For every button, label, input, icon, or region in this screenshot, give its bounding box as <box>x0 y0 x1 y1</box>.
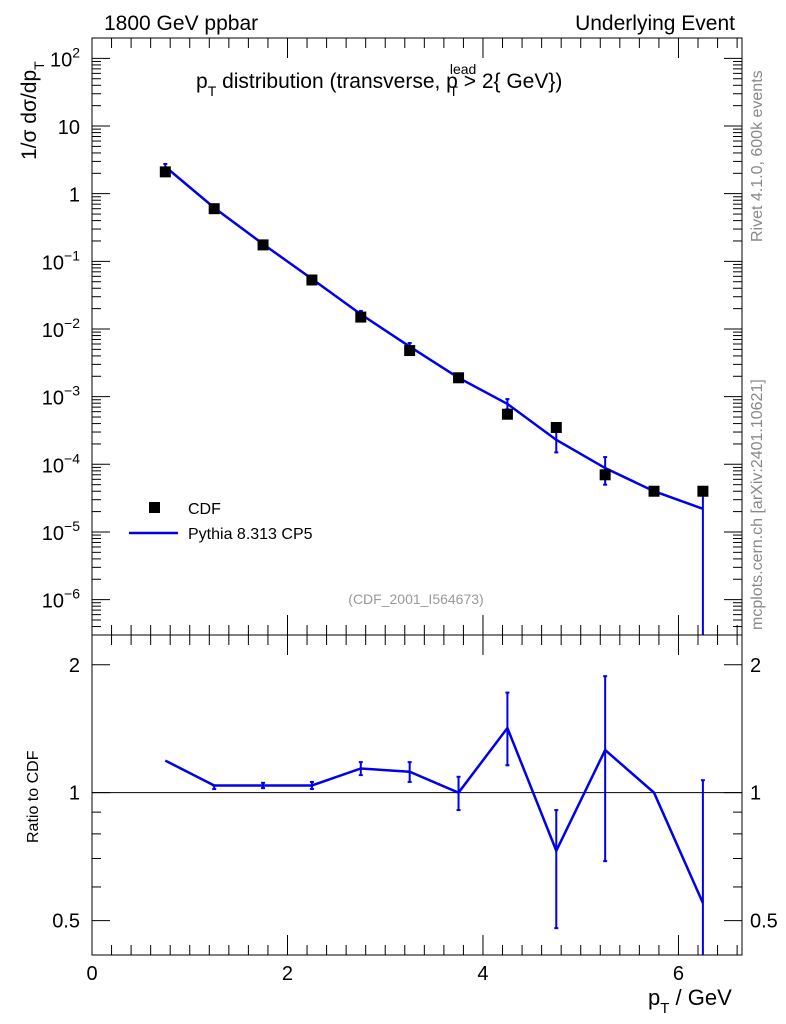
cdf-data-point <box>599 469 611 481</box>
ratio-data-marks <box>92 675 742 955</box>
legend-marker-cdf <box>149 502 160 513</box>
side-label-source: mcplots.cern.ch [arXiv:2401.10621] <box>749 379 766 630</box>
header-right: Underlying Event <box>575 12 735 35</box>
main-x-ticks <box>91 38 738 635</box>
cdf-data-point <box>404 345 416 357</box>
ratio-x-tick-label: 6 <box>673 963 684 985</box>
main-y-tick-label: 10−4 <box>42 450 80 477</box>
ratio-y-tick-label: 2 <box>69 655 80 677</box>
legend: CDF Pythia 8.313 CP5 <box>129 501 313 543</box>
ratio-panel: 0.5 0.5 1 1 2 2 0 2 4 6 Ratio to CDF pT / GeV <box>25 634 778 1017</box>
ratio-x-tick-label: 2 <box>282 963 293 985</box>
ratio-x-tick-label: 0 <box>86 963 97 985</box>
ratio-y-tick-label-right: 0.5 <box>750 911 778 933</box>
main-panel: 102 10 1 10−1 10−2 10−3 10−4 10−5 10−6 pT distri… <box>18 37 743 636</box>
ratio-x-tick-label: 4 <box>477 963 488 985</box>
pythia-line <box>164 165 704 510</box>
analysis-watermark: (CDF_2001_I564673) <box>348 591 483 607</box>
cdf-data-point <box>306 274 318 286</box>
main-y-label: 1/σ dσ/dpT <box>18 61 47 160</box>
main-data-marks <box>159 162 709 635</box>
x-axis-label: pT / GeV <box>648 985 732 1017</box>
ratio-x-axis: 0 2 4 6 <box>86 635 738 985</box>
main-y-tick-label: 102 <box>50 44 80 71</box>
ratio-line <box>164 725 705 904</box>
ratio-y-tick-label: 1 <box>69 783 80 805</box>
cdf-data-point <box>453 372 465 384</box>
main-y-tick-label: 10 <box>58 117 80 139</box>
legend-label-cdf: CDF <box>188 501 221 518</box>
main-frame <box>91 37 743 636</box>
ratio-frame <box>91 634 743 956</box>
legend-label-pythia: Pythia 8.313 CP5 <box>188 526 313 543</box>
main-y-axis: 102 10 1 10−1 10−2 10−3 10−4 10−5 10−6 <box>42 37 742 636</box>
cdf-data-point <box>208 203 220 215</box>
main-y-tick-label: 10−3 <box>42 383 80 410</box>
ratio-y-tick-label: 0.5 <box>52 911 80 933</box>
header-left: 1800 GeV ppbar <box>104 12 258 35</box>
main-y-tick-label: 10−5 <box>42 518 80 545</box>
main-y-tick-label: 10−6 <box>42 586 80 613</box>
plot-title: pT distribution (transverse, plead T > 2{… <box>196 61 562 99</box>
ratio-y-axis: 0.5 0.5 1 1 2 2 <box>52 655 778 933</box>
cdf-data-point <box>697 485 709 497</box>
cdf-data-point <box>159 166 171 178</box>
cdf-data-point <box>648 485 660 497</box>
ratio-y-label: Ratio to CDF <box>25 750 42 843</box>
cdf-data-point <box>257 239 269 251</box>
main-y-tick-label: 1 <box>69 185 80 207</box>
ratio-y-tick-label-right: 2 <box>750 655 761 677</box>
ratio-y-tick-label-right: 1 <box>750 783 761 805</box>
cdf-data-point <box>501 408 513 420</box>
main-y-tick-label: 10−1 <box>42 247 80 274</box>
main-y-tick-label: 10−2 <box>42 315 80 342</box>
cdf-data-point <box>355 311 367 323</box>
cdf-data-point <box>550 421 562 433</box>
side-label-version: Rivet 4.1.0, 600k events <box>749 70 766 242</box>
